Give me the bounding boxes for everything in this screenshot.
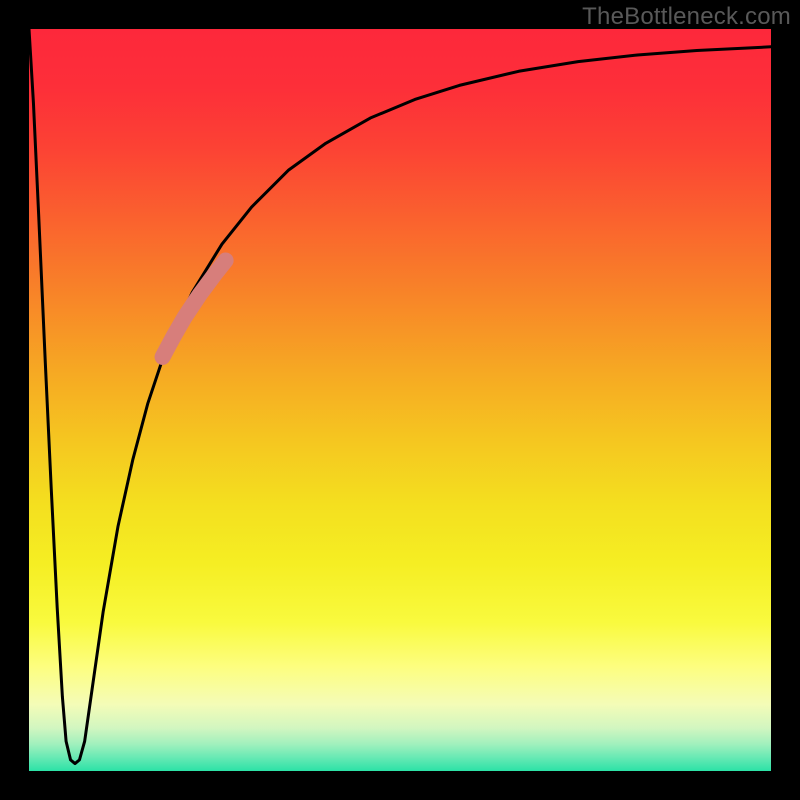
plot-area: [29, 29, 771, 771]
source-watermark: TheBottleneck.com: [582, 3, 791, 31]
highlight-segment: [163, 261, 226, 357]
chart-root: TheBottleneck.com: [0, 0, 800, 800]
bottleneck-curve: [29, 29, 771, 764]
curve-layer: [29, 29, 771, 771]
